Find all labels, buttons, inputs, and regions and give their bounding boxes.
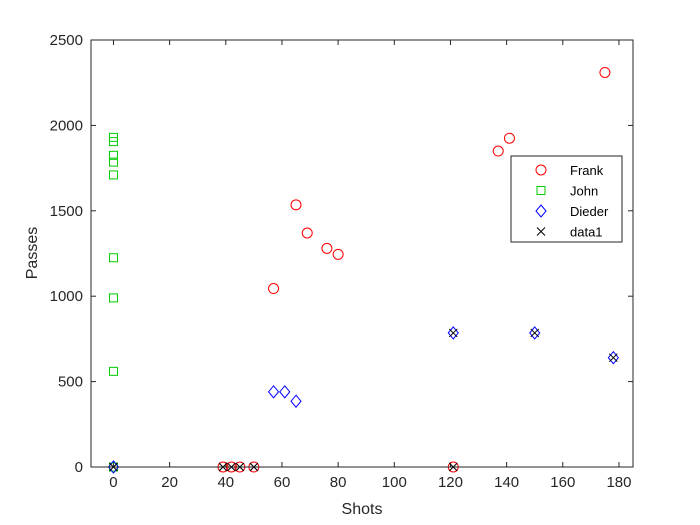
plot-frame	[90, 39, 634, 468]
point-frank	[492, 145, 504, 157]
legend-label: data1	[570, 225, 603, 240]
point-frank	[268, 283, 280, 295]
legend-marker-john	[536, 186, 546, 195]
point-data1	[448, 328, 458, 338]
point-dieder	[107, 460, 120, 474]
x-tick-label: 100	[382, 474, 407, 491]
point-frank	[503, 132, 515, 144]
point-data1	[608, 353, 618, 363]
point-john	[108, 157, 118, 167]
y-tick-label: 1500	[50, 203, 83, 220]
y-axis-label: Passes	[24, 227, 41, 279]
point-frank	[290, 199, 302, 211]
y-tick-label: 2500	[50, 32, 83, 49]
point-dieder	[290, 394, 302, 409]
y-tick-label: 1000	[50, 288, 83, 305]
legend-item-frank: Frank	[535, 163, 604, 178]
x-tick-label: 180	[606, 474, 631, 491]
x-tick-label: 0	[109, 474, 117, 491]
x-tick-label: 80	[330, 474, 347, 491]
point-dieder	[607, 350, 619, 365]
point-john	[108, 137, 118, 147]
legend-label: Frank	[570, 163, 604, 178]
legend-item-dieder: Dieder	[535, 204, 609, 219]
point-frank	[321, 242, 333, 254]
point-frank	[332, 248, 344, 260]
x-tick-label: 60	[274, 474, 291, 491]
x-tick-label: 160	[550, 474, 575, 491]
legend-label: Dieder	[570, 204, 609, 219]
point-data1	[530, 328, 540, 338]
x-tick-label: 20	[161, 474, 178, 491]
x-tick-label: 40	[217, 474, 234, 491]
legend: Frank John Dieder data1	[510, 155, 623, 243]
point-john	[108, 150, 118, 160]
point-john	[108, 170, 118, 180]
point-john	[108, 253, 118, 263]
legend-marker-frank	[535, 164, 547, 176]
legend-marker-data1	[536, 227, 546, 236]
point-john	[108, 293, 118, 303]
point-dieder	[267, 385, 280, 399]
plot-area	[91, 40, 633, 467]
x-axis-label: Shots	[342, 501, 383, 518]
point-john	[108, 366, 118, 376]
legend-box	[510, 155, 623, 243]
point-dieder	[279, 385, 291, 399]
point-frank	[301, 227, 313, 239]
x-tick-label: 120	[438, 474, 463, 491]
legend-item-data1: data1	[536, 225, 603, 240]
point-frank	[599, 66, 611, 78]
axis-ticks: 0 20 40 60 80 100 120 140 160 180 0 500 1000 1500 2000…	[50, 32, 633, 491]
x-tick-label: 140	[494, 474, 519, 491]
series-dieder	[107, 326, 619, 474]
point-dieder	[529, 326, 541, 340]
legend-item-john: John	[536, 184, 598, 199]
legend-marker-dieder	[535, 204, 547, 218]
y-tick-label: 2000	[50, 117, 83, 134]
legend-label: John	[570, 184, 598, 199]
y-tick-label: 0	[75, 459, 83, 476]
point-dieder	[447, 326, 459, 340]
y-tick-label: 500	[58, 374, 83, 391]
